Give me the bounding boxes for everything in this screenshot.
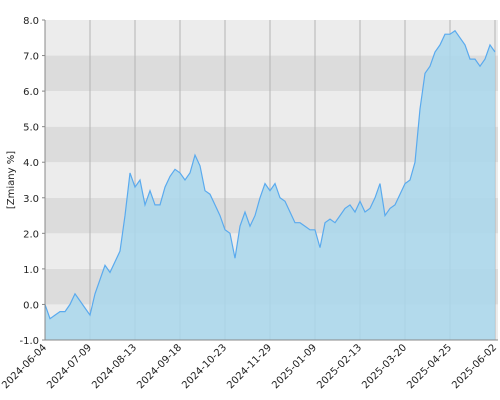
line	[44, 29, 496, 320]
y-tick-label: 2.0	[23, 229, 39, 240]
y-tick-label: 6.0	[23, 87, 39, 98]
area	[45, 30, 495, 340]
x-tick-label: 2025-06-02	[450, 342, 499, 391]
x-tick-label: 2024-06-04	[0, 342, 49, 391]
x-tick-label: 2025-01-09	[270, 342, 319, 391]
y-tick-label: 0.0	[23, 300, 39, 311]
y-axis-label: [Zmiany %]	[6, 151, 17, 209]
x-tick-label: 2024-09-18	[135, 342, 184, 391]
x-tick-label: 2024-10-23	[180, 342, 229, 391]
y-tick-label: 4.0	[23, 158, 39, 169]
y-tick-label: 1.0	[23, 265, 39, 276]
x-tick-label: 2025-04-25	[405, 342, 454, 391]
x-tick-label: 2024-07-09	[45, 342, 94, 391]
y-tick-label: 3.0	[23, 194, 39, 205]
band	[45, 20, 498, 56]
x-tick-label: 2024-08-13	[90, 342, 139, 391]
x-tick-label: 2025-03-20	[360, 342, 409, 391]
y-tick-label: 5.0	[23, 123, 39, 134]
y-tick-label: 8.0	[23, 16, 39, 27]
band	[45, 55, 498, 92]
y-tick-label: -1.0	[19, 336, 39, 347]
x-tick-label: 2025-02-13	[315, 342, 364, 391]
y-tick-label: 7.0	[23, 52, 39, 63]
x-tick-label: 2024-11-29	[225, 342, 274, 391]
